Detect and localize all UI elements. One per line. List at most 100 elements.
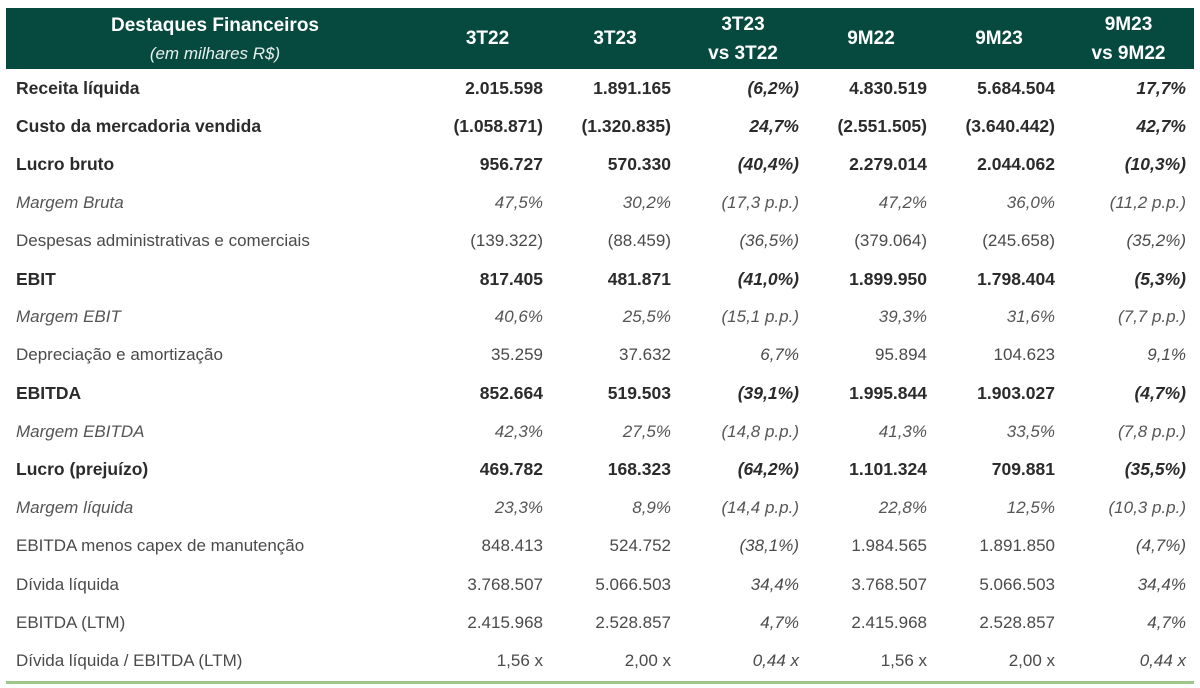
- cell-9m23-vs-9m22: (35,5%): [1124, 459, 1186, 480]
- cell-3t23: 519.503: [607, 383, 671, 404]
- cell-9m23: 5.066.503: [979, 574, 1055, 594]
- cell-3t22: 956.727: [479, 153, 543, 174]
- cell-9m23-vs-9m22: (11,2 p.p.): [1109, 192, 1186, 212]
- table-subtitle: (em milhares R$): [149, 43, 281, 63]
- cell-3t23-vs-3t22: (38,1%): [739, 536, 799, 556]
- table-row: Lucro bruto 956.727 570.330 (40,4%) 2.279.01…: [6, 145, 1194, 183]
- table-row: Despesas administrativas e comerciais (13…: [6, 222, 1194, 260]
- cell-3t22: 23,3%: [494, 498, 543, 518]
- cell-9m23-vs-9m22: 0,44 x: [1139, 650, 1186, 670]
- cell-9m22: 95.894: [875, 345, 927, 365]
- row-label: Lucro bruto: [16, 153, 115, 174]
- table-row: Margem líquida 23,3% 8,9% (14,4 p.p.) 22,8% 1…: [6, 489, 1194, 527]
- cell-3t22: 2.415.968: [467, 612, 543, 632]
- column-header-line1: 3T23: [721, 13, 765, 35]
- cell-9m23: 12,5%: [1006, 498, 1055, 518]
- cell-3t23: 168.323: [607, 459, 671, 480]
- cell-9m23-vs-9m22: 42,7%: [1136, 115, 1186, 136]
- column-header-3t23: 3T23: [551, 8, 679, 69]
- cell-9m23: 5.684.504: [977, 77, 1055, 98]
- cell-3t23-vs-3t22: 0,44 x: [752, 650, 799, 670]
- table-row: EBITDA (LTM) 2.415.968 2.528.857 4,7% 2.415.…: [6, 604, 1194, 642]
- row-label: EBITDA menos capex de manutenção: [16, 536, 305, 556]
- cell-9m23-vs-9m22: (4,7%): [1134, 383, 1186, 404]
- cell-3t22: (1.058.871): [453, 115, 543, 136]
- cell-9m23: 104.623: [993, 345, 1055, 365]
- cell-9m22: 1,56 x: [880, 650, 927, 670]
- row-label: Receita líquida: [16, 77, 140, 98]
- column-header-line1: 9M23: [1104, 13, 1153, 35]
- table-row: EBITDA 852.664 519.503 (39,1%) 1.995.844 1.90…: [6, 375, 1194, 413]
- cell-9m22: 47,2%: [878, 192, 927, 212]
- table-row: EBITDA menos capex de manutenção 848.413 5…: [6, 527, 1194, 565]
- table-row: Margem EBIT 40,6% 25,5% (15,1 p.p.) 39,3% 31,…: [6, 298, 1194, 336]
- cell-3t23-vs-3t22: (14,8 p.p.): [721, 421, 800, 441]
- cell-3t22: 40,6%: [494, 307, 543, 327]
- column-header-3t22: 3T22: [424, 8, 551, 69]
- cell-9m23-vs-9m22: (10,3%): [1124, 153, 1186, 174]
- cell-3t22: 1,56 x: [496, 650, 543, 670]
- cell-3t23-vs-3t22: (39,1%): [737, 383, 799, 404]
- cell-9m23: 2.528.857: [979, 612, 1055, 632]
- cell-9m23-vs-9m22: 4,7%: [1147, 612, 1186, 632]
- cell-9m22: 3.768.507: [851, 574, 927, 594]
- row-label: EBITDA (LTM): [16, 612, 126, 632]
- cell-3t22: (139.322): [470, 230, 543, 250]
- cell-9m23: 36,0%: [1006, 192, 1055, 212]
- cell-3t23: 30,2%: [622, 192, 671, 212]
- cell-9m23-vs-9m22: (4,7%): [1135, 536, 1186, 556]
- column-header-line1: 9M23: [975, 28, 1023, 49]
- cell-9m23: 1.891.850: [979, 536, 1055, 556]
- column-header-9m23-vs-9m22: 9M23 vs 9M22: [1063, 8, 1194, 69]
- table-row: Lucro (prejuízo) 469.782 168.323 (64,2%) 1.1…: [6, 451, 1194, 489]
- row-label: Despesas administrativas e comerciais: [16, 230, 310, 250]
- cell-9m22: 41,3%: [878, 421, 927, 441]
- cell-3t23: 570.330: [607, 153, 671, 174]
- row-label: EBIT: [16, 268, 56, 289]
- cell-3t22: 35.259: [491, 345, 543, 365]
- table-row: Receita líquida 2.015.598 1.891.165 (6,2%) 4…: [6, 69, 1194, 107]
- cell-9m22: (379.064): [854, 230, 927, 250]
- row-label: Margem EBIT: [16, 307, 121, 327]
- table-title: Destaques Financeiros: [110, 14, 320, 36]
- cell-3t23: 27,5%: [622, 421, 671, 441]
- column-header-line1: 3T23: [593, 28, 637, 49]
- cell-3t23: 37.632: [619, 345, 671, 365]
- cell-9m22: 2.415.968: [851, 612, 927, 632]
- row-label: EBITDA: [16, 383, 82, 404]
- column-header-9m22: 9M22: [807, 8, 935, 69]
- cell-9m23-vs-9m22: 17,7%: [1136, 77, 1186, 98]
- cell-9m23-vs-9m22: (7,7 p.p.): [1117, 307, 1186, 327]
- table-header: Destaques Financeiros (em milhares R$) 3…: [6, 8, 1194, 69]
- cell-3t23-vs-3t22: (14,4 p.p.): [721, 498, 800, 518]
- cell-9m23: (245.658): [982, 230, 1055, 250]
- cell-3t23: 1.891.165: [593, 77, 671, 98]
- row-label: Margem líquida: [16, 498, 134, 518]
- cell-3t23-vs-3t22: (41,0%): [737, 268, 799, 289]
- cell-9m23: 31,6%: [1006, 307, 1055, 327]
- cell-9m22: 1.984.565: [851, 536, 927, 556]
- financial-highlights-table-container: Destaques Financeiros (em milhares R$) 3…: [6, 8, 1194, 680]
- cell-3t23: 8,9%: [632, 498, 671, 518]
- header-title-cell: Destaques Financeiros (em milhares R$): [6, 8, 424, 69]
- column-header-line2: vs 9M22: [1091, 42, 1166, 64]
- table-row: Margem EBITDA 42,3% 27,5% (14,8 p.p.) 41,3% 3…: [6, 413, 1194, 451]
- cell-9m22: 2.279.014: [849, 153, 927, 174]
- cell-3t22: 3.768.507: [467, 574, 543, 594]
- cell-9m23: 1.798.404: [977, 268, 1055, 289]
- cell-9m22: (2.551.505): [837, 115, 927, 136]
- cell-3t23-vs-3t22: 34,4%: [750, 574, 799, 594]
- cell-3t22: 852.664: [479, 383, 543, 404]
- cell-9m23-vs-9m22: 9,1%: [1147, 345, 1186, 365]
- cell-3t23: 5.066.503: [595, 574, 671, 594]
- cell-9m22: 1.101.324: [849, 459, 927, 480]
- row-label: Custo da mercadoria vendida: [16, 115, 262, 136]
- table-row: Depreciação e amortização 35.259 37.632 6,7…: [6, 336, 1194, 374]
- cell-3t23: 524.752: [609, 536, 671, 556]
- bottom-rule: [6, 681, 1194, 684]
- table-row: Dívida líquida 3.768.507 5.066.503 34,4% 3.7…: [6, 565, 1194, 603]
- column-header-line2: vs 3T22: [708, 42, 778, 64]
- cell-3t23-vs-3t22: 24,7%: [749, 115, 799, 136]
- cell-3t23: (1.320.835): [581, 115, 671, 136]
- cell-3t22: 817.405: [479, 268, 543, 289]
